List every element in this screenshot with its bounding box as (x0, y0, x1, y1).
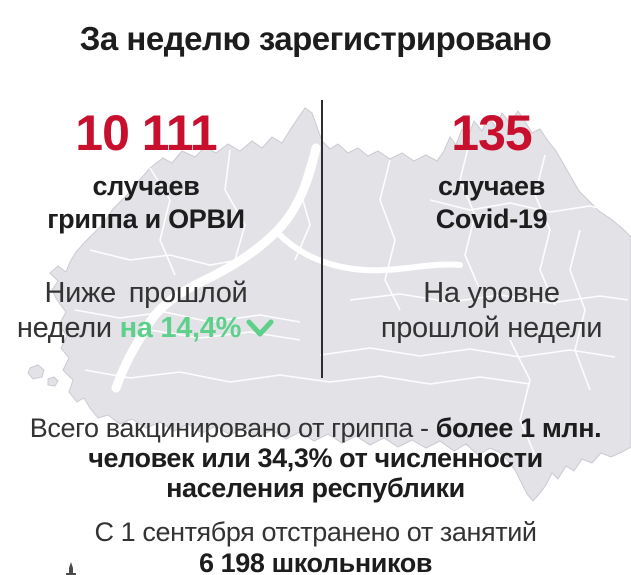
school-text-line2: 6 198 школьников (198, 548, 433, 575)
map-rivers (111, 143, 463, 393)
flu-trend-note: Ниже прошлой недели на 14,4% (0, 276, 292, 346)
cutoff-landmark-icon (66, 562, 76, 575)
covid-trend-line1: На уровне (423, 277, 560, 309)
flu-label-line2: гриппа и ОРВИ (47, 204, 245, 234)
covid-trend-note: На уровне прошлой недели (352, 276, 631, 346)
chevron-down-icon (246, 319, 274, 337)
flu-cases-value: 10 111 (75, 105, 217, 161)
flu-label-line1: случаев (92, 171, 200, 201)
map-district-borders (74, 139, 629, 456)
page-title: За неделю зарегистрировано (79, 20, 552, 57)
flu-trend-line2-prefix: недели (16, 312, 120, 344)
flu-trend-percent: на 14,4% (119, 312, 242, 344)
covid-cases-value: 135 (451, 105, 532, 161)
covid-stat-column: 135 случаев Covid-19 На уровне прошлой н… (352, 0, 631, 575)
vaccination-text-bold1: более 1 млн. (435, 413, 602, 443)
flu-trend-line1: Ниже прошлой (44, 277, 248, 309)
covid-trend-line2: прошлой недели (380, 312, 603, 344)
flu-stat-column: 10 111 случаев гриппа и ОРВИ Ниже прошло… (0, 0, 292, 575)
school-text-line1: С 1 сентября отстранено от занятий (94, 517, 537, 547)
flu-cases-label: случаев гриппа и ОРВИ (0, 170, 292, 236)
vaccination-text-bold3: населения республики (166, 473, 465, 503)
covid-cases-label: случаев Covid-19 (352, 170, 631, 236)
school-suspension-summary: С 1 сентября отстранено от занятий 6 198… (0, 517, 631, 575)
column-divider-line (321, 100, 323, 378)
vaccination-text-regular: Всего вакцинировано от гриппа - (29, 413, 436, 443)
covid-label-line1: случаев (437, 171, 546, 201)
vaccination-text-bold2: человек или 34,3% от численности (88, 443, 543, 473)
covid-label-line2: Covid-19 (435, 204, 548, 234)
map-region-shape (27, 107, 631, 502)
vaccination-summary: Всего вакцинировано от гриппа - более 1 … (0, 413, 631, 503)
